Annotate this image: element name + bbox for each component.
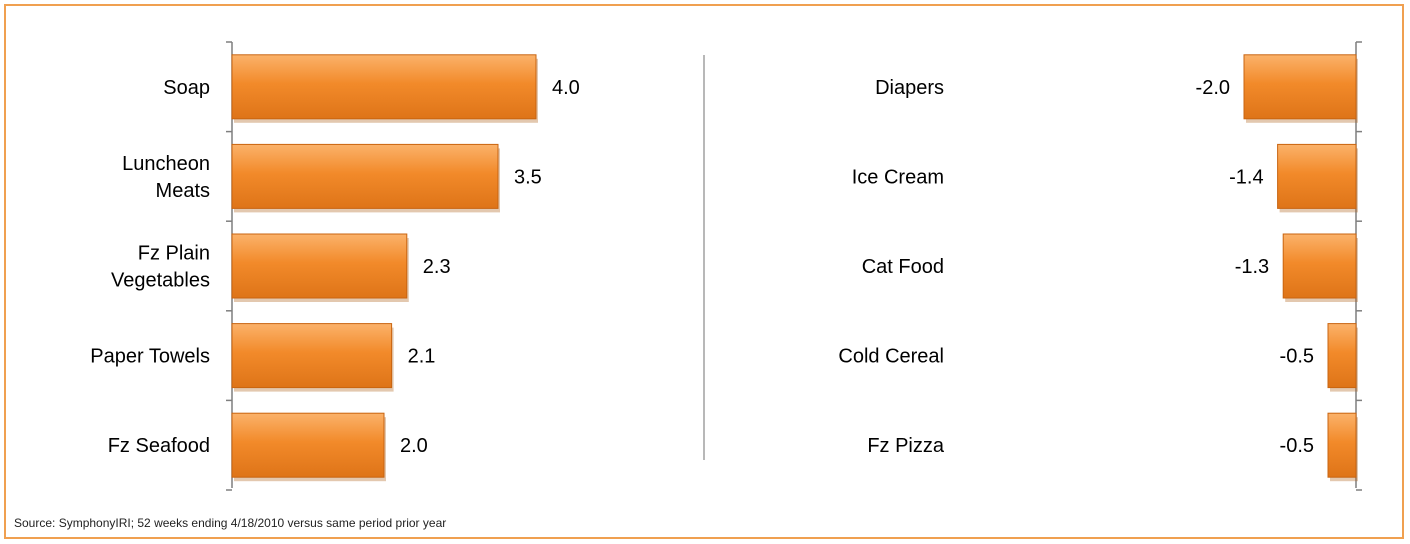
category-label: Diapers: [875, 77, 944, 99]
bar: [231, 233, 408, 299]
bar: [231, 143, 499, 209]
category-label: Fz Plain: [138, 243, 210, 265]
category-label: Paper Towels: [90, 346, 210, 368]
value-label: -0.5: [1280, 346, 1314, 368]
chart-frame: [4, 4, 1404, 539]
category-label: Fz Pizza: [867, 435, 945, 457]
value-label: -2.0: [1196, 77, 1230, 99]
category-label: Vegetables: [111, 270, 210, 292]
category-label: Fz Seafood: [108, 435, 210, 457]
category-label: Cold Cereal: [838, 346, 944, 368]
right-chart: -2.0 Diapers -1.4 Ice Cream -1.3 Cat Food -0.5…: [838, 41, 1362, 491]
bar: [1282, 233, 1357, 299]
value-label: 2.0: [400, 435, 428, 457]
value-label: 4.0: [552, 77, 580, 99]
bar: [1327, 323, 1357, 389]
category-label: Meats: [156, 180, 210, 202]
left-chart: 4.0 Soap 3.5 Luncheon Meats 2.3 Fz Plain Vegeta…: [90, 41, 580, 491]
bar: [1277, 143, 1357, 209]
value-label: 2.3: [423, 256, 451, 278]
category-label: Soap: [163, 77, 210, 99]
value-label: 2.1: [408, 346, 436, 368]
category-label: Luncheon: [122, 153, 210, 175]
source-note: Source: SymphonyIRI; 52 weeks ending 4/1…: [14, 516, 447, 530]
bar: [231, 323, 393, 389]
value-label: -1.3: [1235, 256, 1269, 278]
bar: [231, 412, 385, 478]
value-label: 3.5: [514, 166, 542, 188]
value-label: -0.5: [1280, 435, 1314, 457]
bar: [1327, 412, 1357, 478]
chart-divider: [703, 55, 705, 460]
bar: [231, 54, 537, 120]
bar: [1243, 54, 1357, 120]
category-label: Cat Food: [862, 256, 944, 278]
value-label: -1.4: [1229, 166, 1263, 188]
category-label: Ice Cream: [852, 166, 944, 188]
